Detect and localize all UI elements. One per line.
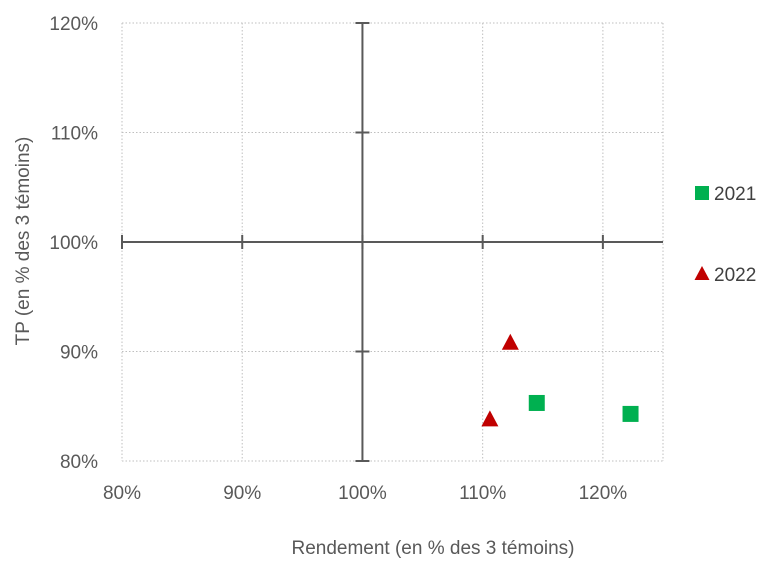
x-tick-label: 120% xyxy=(579,483,628,504)
x-tick-label: 100% xyxy=(338,483,387,504)
data-point-2021 xyxy=(528,394,545,411)
y-tick-label: 120% xyxy=(49,14,98,35)
data-point-2021 xyxy=(622,405,639,422)
legend-marker-2021 xyxy=(695,186,709,200)
y-tick-label: 100% xyxy=(49,233,98,254)
x-tick-label: 80% xyxy=(103,483,141,504)
y-tick-label: 110% xyxy=(51,124,98,145)
legend: 2021 2022 xyxy=(694,184,756,286)
x-axis-title: Rendement (en % des 3 témoins) xyxy=(291,538,574,559)
gridlines xyxy=(121,22,664,462)
legend-label-2021: 2021 xyxy=(714,184,756,205)
axes xyxy=(121,22,663,462)
legend-marker-2022 xyxy=(694,266,710,280)
y-tick-label: 80% xyxy=(60,452,98,473)
tick-labels: 80% 90% 100% 110% 120% 80% 90% 100% 110% 120% xyxy=(49,14,627,504)
legend-label-2022: 2022 xyxy=(714,265,756,286)
data-point-2022 xyxy=(501,333,519,350)
x-tick-label: 90% xyxy=(223,483,261,504)
data-points xyxy=(481,333,639,427)
y-tick-label: 90% xyxy=(60,343,98,364)
y-axis-title: TP (en % des 3 témoins) xyxy=(13,137,34,346)
data-point-2022 xyxy=(481,410,499,427)
x-tick-label: 110% xyxy=(459,483,506,504)
